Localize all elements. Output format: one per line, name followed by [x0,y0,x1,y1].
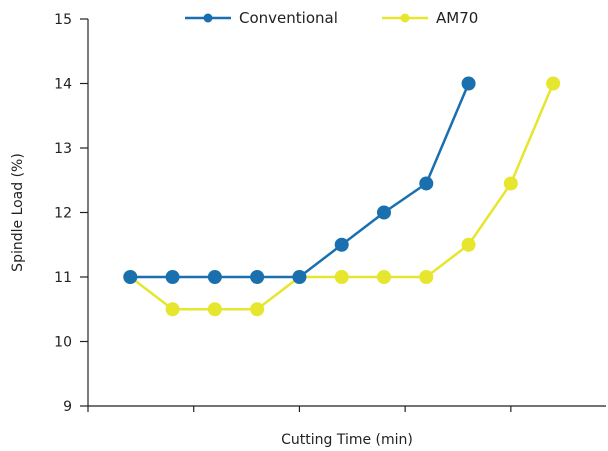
y-tick-label: 13 [54,141,72,157]
data-point-conventional [419,176,434,191]
y-tick-label: 15 [54,12,72,28]
data-point-conventional [461,76,476,91]
data-point-am70 [165,302,180,317]
y-tick-label: 11 [54,270,72,286]
legend-item-am70: AM70 [382,9,478,27]
y-tick-label: 12 [54,206,72,222]
y-tick-label: 10 [54,335,72,351]
data-point-conventional [165,270,180,284]
data-point-conventional [377,205,391,220]
data-point-am70 [377,270,391,284]
data-point-conventional [123,270,138,284]
series-layer [123,76,561,317]
data-point-am70 [334,270,349,284]
data-point-am70 [503,176,518,191]
data-point-conventional [334,237,349,252]
data-point-am70 [419,270,434,284]
data-point-am70 [461,237,476,252]
y-tick-label: 9 [63,399,72,415]
series-line-conventional [130,83,470,279]
legend-label: Conventional [239,9,338,27]
data-point-am70 [207,302,222,317]
data-point-am70 [546,76,561,91]
data-point-conventional [250,270,265,284]
x-axis-title: Cutting Time (min) [281,432,413,448]
data-point-conventional [207,270,222,284]
y-axis-title: Spindle Load (%) [10,153,26,272]
legend-swatch-marker [400,13,410,23]
axes [87,19,606,407]
data-point-am70 [250,302,265,317]
y-ticks: 9 10 11 12 13 14 15 [54,12,88,415]
series-am70 [123,76,561,317]
x-ticks [87,406,512,412]
legend: Conventional AM70 [185,9,478,27]
legend-item-conventional: Conventional [185,9,338,27]
legend-swatch-marker [203,13,213,23]
legend-label: AM70 [436,9,478,27]
series-conventional [123,76,476,284]
y-tick-label: 14 [54,77,72,93]
data-point-conventional [292,270,307,284]
